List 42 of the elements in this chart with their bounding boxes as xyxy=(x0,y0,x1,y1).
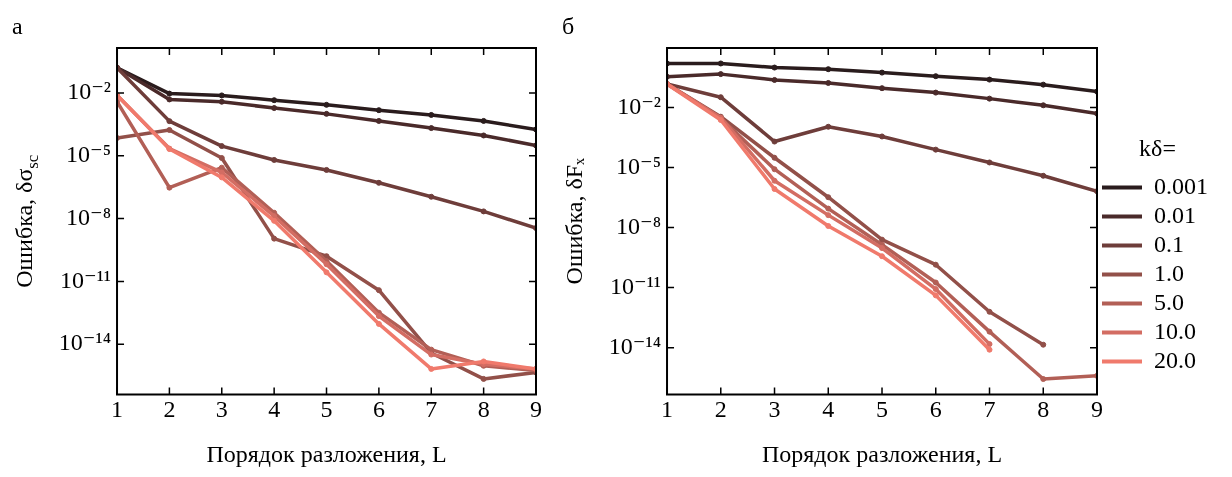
x-tick-label: 8 xyxy=(1037,396,1050,423)
x-tick-label: 3 xyxy=(215,396,228,423)
x-tick-label: 2 xyxy=(714,396,727,423)
x-tick-label: 5 xyxy=(320,396,333,423)
legend-title: kδ= xyxy=(1139,134,1176,161)
legend-label: 0.1 xyxy=(1154,230,1184,257)
x-tick-label: 1 xyxy=(661,396,674,423)
y-axis-title: Ошибка, δFₓ xyxy=(561,157,587,285)
y-tick-label: 10⁻¹⁴ xyxy=(58,329,112,356)
legend-label: 5.0 xyxy=(1154,288,1184,315)
x-tick-label: 6 xyxy=(372,396,385,423)
x-tick-label: 6 xyxy=(929,396,942,423)
legend-label: 1.0 xyxy=(1154,259,1184,286)
y-tick-label: 10⁻² xyxy=(617,92,662,119)
x-tick-label: 8 xyxy=(477,396,490,423)
y-tick-label: 10⁻⁵ xyxy=(615,152,662,179)
x-tick-label: 3 xyxy=(768,396,781,423)
chart-title: а xyxy=(12,13,23,39)
x-axis-title: Порядок разложения, L xyxy=(206,441,447,467)
legend-label: 0.001 xyxy=(1154,172,1208,199)
x-tick-label: 4 xyxy=(822,396,835,423)
x-axis-title: Порядок разложения, L xyxy=(761,441,1003,467)
y-axis-title: Ошибка, δσsc xyxy=(11,154,42,288)
legend-label: 20.0 xyxy=(1154,346,1196,373)
y-tick-label: 10⁻⁵ xyxy=(65,141,112,168)
x-tick-label: 7 xyxy=(425,396,438,423)
legend-label: 0.01 xyxy=(1154,201,1196,228)
x-tick-label: 9 xyxy=(1091,396,1103,423)
y-tick-label: 10⁻⁸ xyxy=(65,203,112,230)
x-tick-label: 5 xyxy=(876,396,889,423)
x-tick-label: 7 xyxy=(983,396,996,423)
x-tick-label: 9 xyxy=(530,396,542,423)
y-tick-label: 10⁻¹⁴ xyxy=(608,332,662,359)
x-tick-label: 4 xyxy=(268,396,281,423)
y-tick-label: 10⁻¹¹ xyxy=(609,272,662,299)
y-tick-label: 10⁻² xyxy=(67,78,112,105)
x-tick-label: 2 xyxy=(163,396,176,423)
chart-title: б xyxy=(562,13,575,39)
y-tick-label: 10⁻⁸ xyxy=(615,212,662,239)
legend-label: 10.0 xyxy=(1154,317,1196,344)
y-tick-label: 10⁻¹¹ xyxy=(59,266,112,293)
x-tick-label: 1 xyxy=(111,396,124,423)
